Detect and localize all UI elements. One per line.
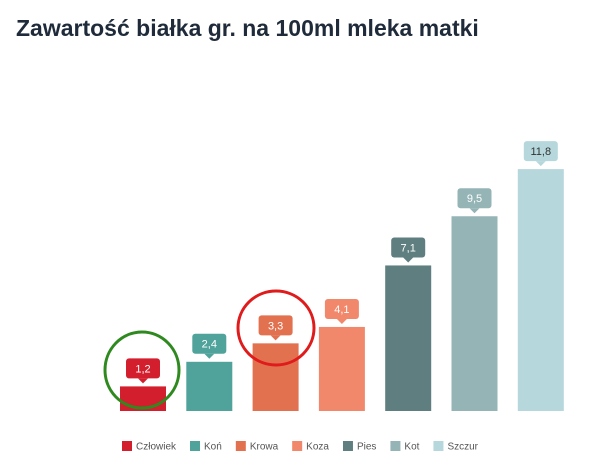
value-label-pointer [403, 257, 414, 263]
value-label-box [126, 358, 160, 379]
legend: Człowiek Koń Krowa Koza Pies Kot Szczur [122, 441, 479, 453]
value-label-box [192, 333, 227, 354]
legend-label: Pies [357, 442, 376, 453]
value-label: 1,2 [135, 363, 150, 375]
legend-swatch [342, 441, 353, 451]
value-label: 7,1 [401, 242, 416, 254]
legend-swatch [235, 441, 246, 451]
legend-label: Człowiek [136, 442, 177, 453]
legend-label: Szczur [447, 442, 478, 453]
legend-swatch [433, 441, 444, 451]
bar [451, 216, 498, 411]
bar [318, 326, 365, 411]
value-label-box [523, 141, 558, 162]
value-label: 4,1 [334, 304, 349, 316]
value-label-pointer [336, 318, 347, 324]
value-label-pointer [138, 378, 148, 384]
legend-label: Kot [404, 442, 419, 453]
value-label-pointer [270, 335, 281, 341]
annotation-circle [103, 330, 181, 410]
value-label-box [391, 237, 426, 258]
legend-swatch [390, 441, 401, 451]
value-label-pointer [535, 161, 546, 167]
bars: 1,2 2,4 3,3 4,1 7,1 9,5 11,8 [120, 141, 564, 411]
legend-swatch [190, 441, 201, 451]
value-label-box [457, 188, 492, 209]
value-label-box [324, 298, 359, 319]
legend-label: Krowa [250, 442, 279, 453]
value-label-box [258, 315, 293, 336]
legend-label: Koń [204, 442, 222, 453]
legend-swatch [122, 441, 132, 451]
annotation-circle [236, 289, 316, 367]
bar [517, 169, 564, 411]
legend-swatch [292, 441, 303, 451]
value-label: 3,3 [268, 320, 283, 332]
value-label: 11,8 [531, 146, 552, 158]
value-label: 2,4 [202, 339, 217, 351]
bar [385, 265, 432, 411]
legend-label: Koza [306, 442, 329, 453]
value-label-pointer [469, 208, 480, 214]
bar [252, 343, 299, 411]
bar [186, 361, 233, 411]
value-label: 9,5 [467, 193, 482, 205]
chart-title: Zawartość białka gr. na 100ml mleka matk… [16, 15, 479, 41]
value-label-pointer [204, 353, 215, 359]
